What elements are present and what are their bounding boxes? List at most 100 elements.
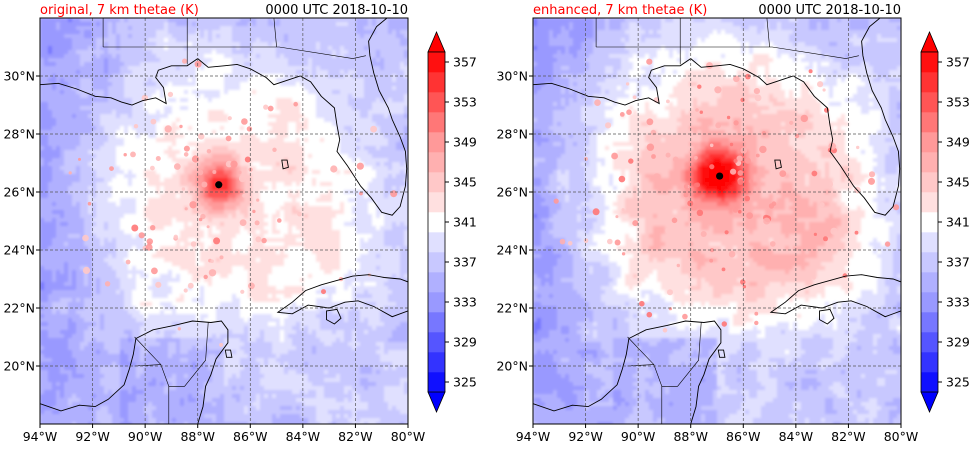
- lon-tick-label: 88°W: [180, 429, 215, 444]
- lon-tick-label: 86°W: [233, 429, 268, 444]
- colorbar-segment: [921, 292, 938, 313]
- colorbar-extend-high: [920, 30, 939, 53]
- colorbar-tick-label: 345: [453, 175, 477, 190]
- panel-title: original, 7 km thetae (K): [40, 3, 199, 18]
- colorbar-segment: [921, 332, 938, 353]
- lat-tick-label: 22°N: [496, 301, 528, 316]
- colorbar-segment: [921, 192, 938, 213]
- lat-tick-label: 30°N: [3, 69, 35, 84]
- lat-tick-label: 26°N: [496, 185, 528, 200]
- panel-time: 0000 UTC 2018-10-10: [758, 3, 901, 18]
- colorbar-segment: [921, 132, 938, 153]
- lon-tick-label: 88°W: [673, 429, 708, 444]
- colorbar-extend-high: [427, 30, 446, 53]
- colorbar-segment: [921, 252, 938, 273]
- thetae-field: [533, 18, 901, 424]
- colorbar-segment: [428, 112, 445, 133]
- colorbar-segment: [921, 92, 938, 113]
- coastlines: [533, 18, 901, 424]
- colorbar-segment: [428, 232, 445, 253]
- colorbar-segment: [428, 132, 445, 153]
- colorbar-segment: [921, 52, 938, 73]
- colorbar-segment: [428, 172, 445, 193]
- colorbar-tick-label: 357: [946, 55, 970, 70]
- colorbar-extend-low: [920, 391, 939, 414]
- colorbar-segment: [428, 312, 445, 333]
- lon-tick-label: 94°W: [516, 429, 551, 444]
- colorbar-segment: [428, 92, 445, 113]
- colorbar-segment: [428, 212, 445, 233]
- colorbar-segment: [921, 372, 938, 393]
- colorbar-segment: [921, 112, 938, 133]
- colorbar-segment: [428, 192, 445, 213]
- colorbar: 325 329 333 337 341 345 349 353 357: [920, 30, 970, 414]
- lat-tick-label: 28°N: [3, 127, 35, 142]
- lon-tick-label: 80°W: [391, 429, 426, 444]
- colorbar-segment: [921, 312, 938, 333]
- lat-tick-label: 30°N: [496, 69, 528, 84]
- colorbar-segment: [921, 272, 938, 293]
- lon-tick-label: 94°W: [23, 429, 58, 444]
- colorbar-tick-label: 329: [453, 335, 477, 350]
- panel-title: enhanced, 7 km thetae (K): [533, 3, 707, 18]
- colorbar-tick-label: 353: [453, 95, 477, 110]
- colorbar-tick-label: 325: [453, 375, 477, 390]
- lon-tick-label: 84°W: [286, 429, 321, 444]
- colorbar-segment: [428, 252, 445, 273]
- colorbar-segment: [921, 172, 938, 193]
- lon-tick-label: 82°W: [338, 429, 373, 444]
- colorbar-tick-label: 341: [453, 215, 477, 230]
- colorbar-tick-label: 345: [946, 175, 970, 190]
- lon-tick-label: 90°W: [128, 429, 163, 444]
- lon-tick-label: 92°W: [75, 429, 110, 444]
- colorbar-segment: [428, 152, 445, 173]
- colorbar-segment: [428, 372, 445, 393]
- colorbar-tick-label: 349: [946, 135, 970, 150]
- gridlines: [40, 18, 408, 424]
- lon-tick-label: 90°W: [621, 429, 656, 444]
- colorbar-segment: [921, 352, 938, 373]
- colorbar-segment: [428, 272, 445, 293]
- colorbar-tick-label: 333: [453, 295, 477, 310]
- map-frame: [532, 17, 902, 425]
- lon-tick-label: 92°W: [568, 429, 603, 444]
- lon-tick-label: 84°W: [779, 429, 814, 444]
- colorbar-segment: [428, 352, 445, 373]
- colorbar-tick-label: 353: [946, 95, 970, 110]
- colorbar-tick-label: 349: [453, 135, 477, 150]
- colorbar-segment: [921, 212, 938, 233]
- lon-tick-label: 82°W: [831, 429, 866, 444]
- colorbar-segment: [428, 52, 445, 73]
- colorbar-segment: [428, 332, 445, 353]
- lat-tick-label: 26°N: [3, 185, 35, 200]
- colorbar-tick-label: 337: [946, 255, 970, 270]
- lat-tick-label: 20°N: [496, 359, 528, 374]
- lat-tick-label: 24°N: [496, 243, 528, 258]
- colorbar-segment: [428, 292, 445, 313]
- storm-eye-marker: [215, 181, 223, 189]
- colorbar-segment: [921, 232, 938, 253]
- lat-tick-label: 20°N: [3, 359, 35, 374]
- lon-tick-label: 80°W: [884, 429, 919, 444]
- lat-tick-label: 24°N: [3, 243, 35, 258]
- colorbar-tick-label: 325: [946, 375, 970, 390]
- map-frame: [39, 17, 409, 425]
- colorbar-tick-label: 333: [946, 295, 970, 310]
- thetae-field: [40, 18, 408, 424]
- panel-time: 0000 UTC 2018-10-10: [265, 3, 408, 18]
- colorbar-segment: [428, 72, 445, 93]
- colorbar: 325 329 333 337 341 345 349 353 357: [427, 30, 477, 414]
- colorbar-segment: [921, 152, 938, 173]
- colorbar-tick-label: 329: [946, 335, 970, 350]
- colorbar-tick-label: 357: [453, 55, 477, 70]
- colorbar-segment: [921, 72, 938, 93]
- map-panel-original: 94°W 92°W 90°W 88°W 86°W 84°W 82°W 80°W 20°N 22°N…: [3, 3, 476, 444]
- lat-tick-label: 28°N: [496, 127, 528, 142]
- storm-eye-marker: [716, 172, 724, 180]
- lat-tick-label: 22°N: [3, 301, 35, 316]
- colorbar-tick-label: 341: [946, 215, 970, 230]
- coastlines: [40, 18, 408, 424]
- colorbar-tick-label: 337: [453, 255, 477, 270]
- gridlines: [533, 18, 901, 424]
